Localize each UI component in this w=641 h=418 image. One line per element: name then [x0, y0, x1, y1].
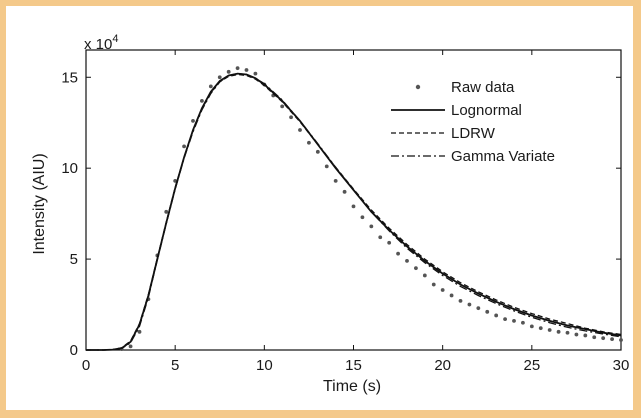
data-point: [351, 204, 356, 209]
data-point: [538, 326, 543, 331]
data-point: [244, 68, 249, 72]
data-point: [601, 336, 606, 341]
data-point: [369, 224, 374, 229]
chart: 0 5 10 15 20 25 30 0 5 10 15 Raw data Lognormal LDRW…: [31, 33, 629, 395]
data-point: [128, 344, 133, 349]
data-point: [137, 329, 142, 334]
x-tick-label: 25: [523, 357, 540, 374]
data-point: [235, 66, 240, 71]
data-point: [298, 128, 302, 132]
data-point: [360, 215, 365, 220]
data-point: [182, 144, 186, 149]
data-point: [333, 179, 338, 183]
data-point: [529, 324, 534, 329]
data-point: [458, 299, 463, 303]
series-raw-data: [119, 66, 623, 351]
y-tick-label: 0: [70, 342, 78, 359]
data-point: [342, 189, 347, 194]
data-point: [405, 259, 409, 263]
x-tick-label: 5: [171, 357, 179, 374]
data-point: [467, 302, 472, 307]
data-point: [208, 84, 213, 89]
data-point: [503, 317, 507, 321]
data-point: [396, 251, 400, 256]
legend-label: Lognormal: [451, 102, 522, 119]
x-tick-label: 10: [256, 357, 273, 374]
data-point: [574, 332, 579, 337]
data-point: [592, 335, 597, 340]
data-point: [307, 140, 311, 145]
plot-border: [85, 49, 622, 351]
data-point: [289, 115, 293, 120]
data-point: [315, 149, 320, 154]
data-point: [217, 75, 222, 80]
data-point: [521, 320, 525, 325]
data-point: [476, 306, 481, 311]
y-tick-label: 5: [70, 251, 78, 268]
data-point: [191, 119, 195, 123]
data-point: [440, 288, 445, 292]
legend-label: Raw data: [451, 79, 515, 96]
x-tick-label: 20: [434, 357, 451, 374]
legend-label: Gamma Variate: [451, 148, 555, 165]
data-point: [226, 69, 231, 74]
data-point: [610, 337, 614, 341]
data-point: [449, 293, 454, 298]
data-point: [253, 71, 258, 76]
legend: Raw data Lognormal LDRW Gamma Variate: [391, 79, 555, 165]
x-tick-label: 0: [82, 357, 90, 374]
x-axis-label: Time (s): [323, 378, 381, 395]
data-point: [431, 282, 436, 287]
data-point: [583, 333, 588, 338]
data-point: [547, 328, 552, 332]
figure-panel: 0 5 10 15 20 25 30 0 5 10 15 Raw data Lognormal LDRW…: [6, 6, 633, 410]
series-layer: [86, 66, 623, 351]
axis-ticks: [85, 50, 622, 351]
data-point: [164, 209, 169, 214]
series-line-gamma-variate: [86, 72, 622, 351]
data-point: [324, 164, 329, 169]
data-point: [378, 235, 383, 240]
data-point: [512, 319, 516, 323]
data-point: [556, 329, 561, 334]
data-point: [414, 266, 418, 271]
y-axis-label: Intensity (AIU): [31, 153, 48, 254]
y-multiplier-label: x 104: [84, 33, 118, 53]
y-tick-label: 15: [61, 69, 78, 86]
data-point: [200, 99, 204, 103]
data-point: [422, 273, 427, 278]
data-point: [565, 330, 570, 335]
legend-marker: [415, 84, 421, 90]
tick-labels: 0 5 10 15 20 25 30 0 5 10 15: [61, 69, 629, 374]
x-tick-label: 30: [613, 357, 630, 374]
data-point: [485, 309, 490, 314]
plot-area: [85, 49, 622, 351]
x-tick-label: 15: [345, 357, 362, 374]
y-tick-label: 10: [61, 160, 78, 177]
data-point: [619, 338, 623, 342]
data-point: [387, 240, 392, 245]
data-point: [280, 104, 285, 109]
data-point: [494, 313, 499, 318]
legend-label: LDRW: [451, 125, 496, 142]
